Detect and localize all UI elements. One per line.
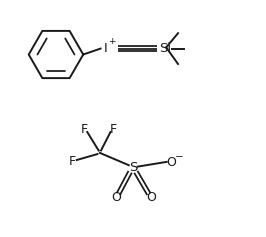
Text: O: O	[146, 191, 156, 204]
Text: −: −	[174, 152, 183, 162]
Text: +: +	[108, 37, 116, 46]
Text: I: I	[104, 42, 108, 55]
Text: F: F	[81, 123, 88, 136]
Text: Si: Si	[159, 42, 171, 55]
Text: S: S	[129, 161, 137, 173]
Text: F: F	[69, 155, 76, 168]
Text: O: O	[166, 156, 176, 169]
Text: O: O	[111, 191, 121, 204]
Text: F: F	[109, 123, 117, 136]
